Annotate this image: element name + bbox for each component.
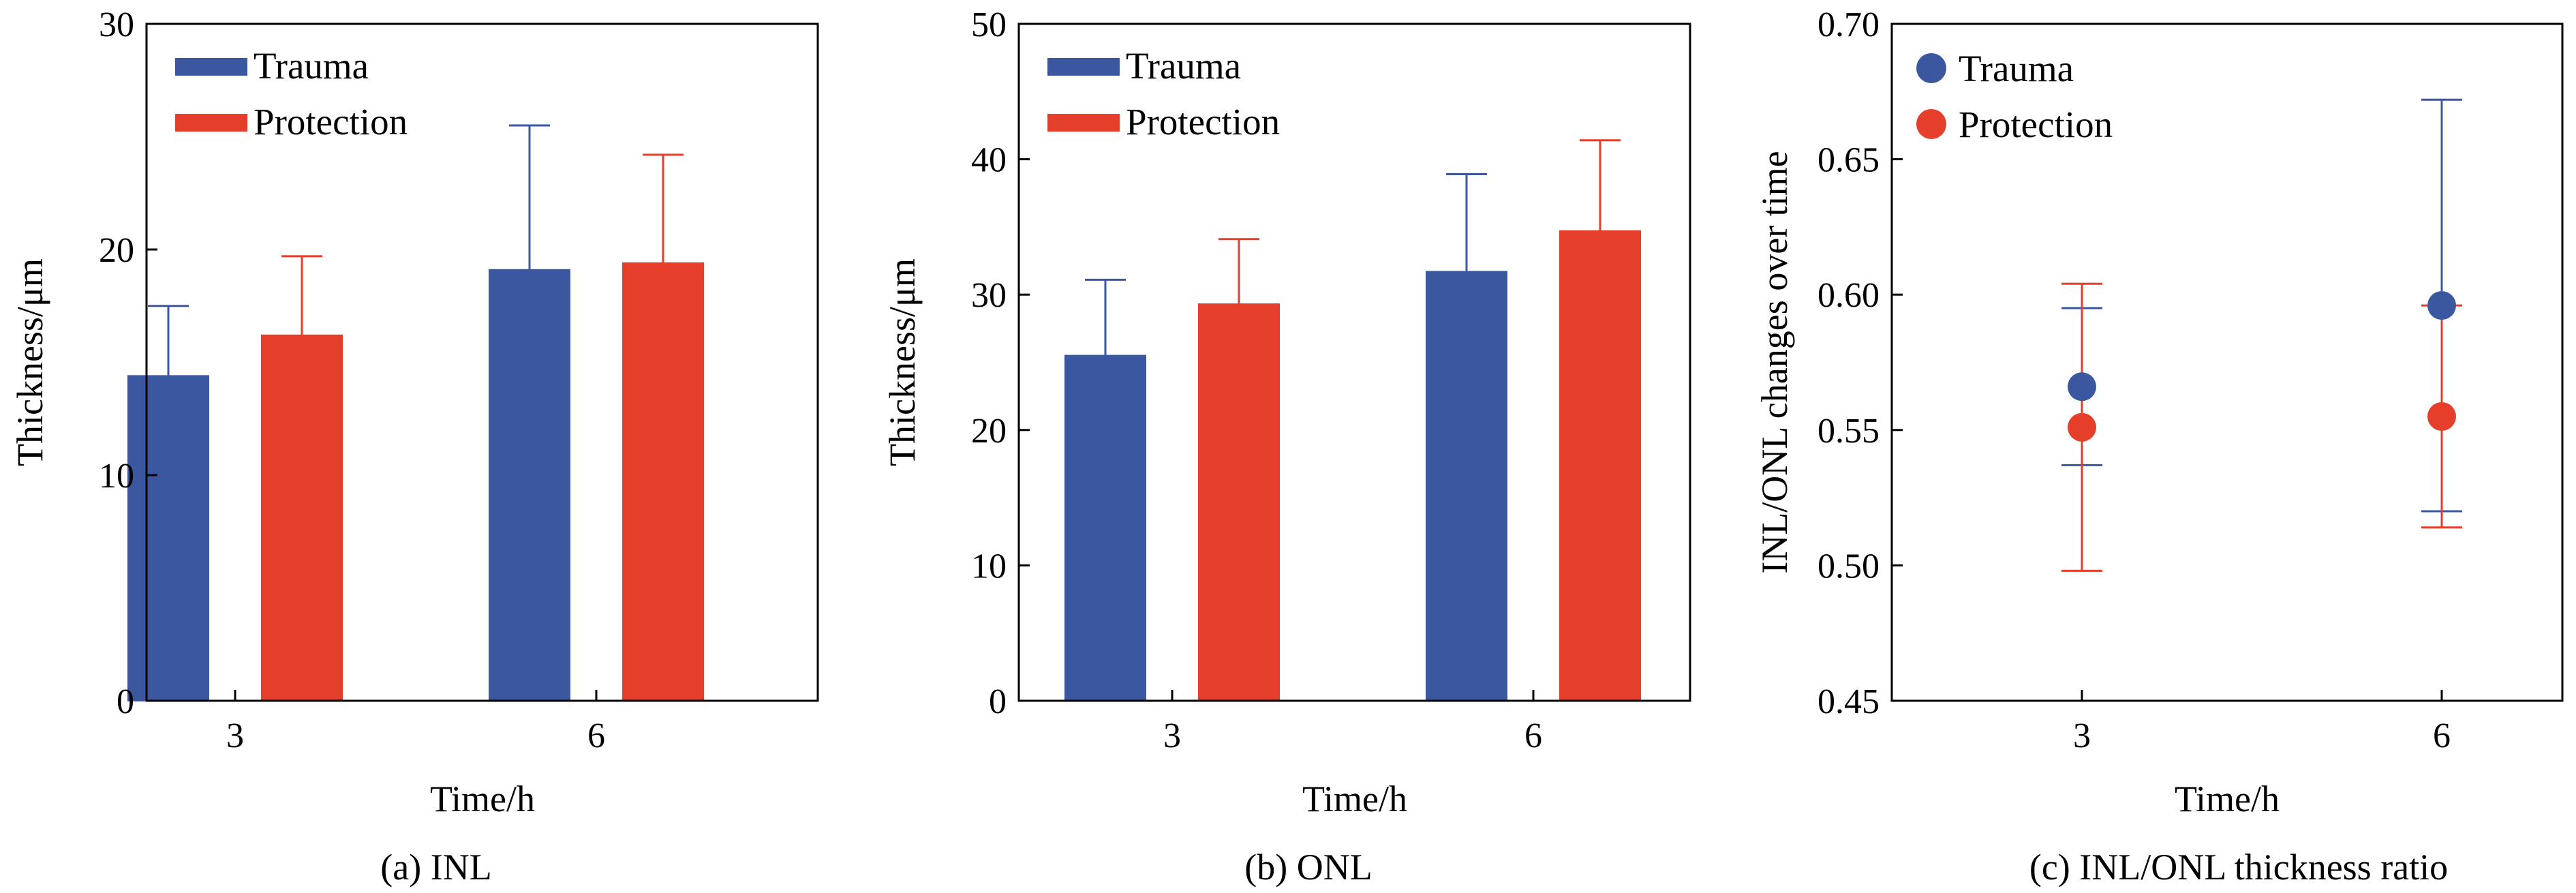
bar-protection-3h [261,334,343,701]
point-trauma-6h [2427,291,2456,320]
chart-1: 0 10 20 30 3 6 Time/h Thickness/μm Trauma Protect… [10,5,819,888]
legend-label-protection: Protection [1959,104,2113,145]
y-axis-label: Thickness/μm [10,258,50,466]
x-axis-label: Time/h [2175,778,2280,819]
chart-2: 0 10 20 30 40 50 3 6 Time/h Thickness/μm Trauma Pro… [882,5,1691,888]
y-tick-label: 0.70 [1818,5,1880,44]
plot-frame [1890,22,2564,702]
y-tick-label: 30 [99,5,134,44]
bar-trauma-3h [1064,354,1146,701]
x-tick-label: 6 [1524,716,1542,755]
y-tick-label: 0.60 [1818,276,1880,315]
y-tick-label: 10 [971,547,1007,586]
bar-protection-6h [1559,230,1641,702]
bar-trauma-6h [489,269,570,702]
y-axis-label: INL/ONL changes over time [1754,151,1795,573]
y-tick-label: 0.65 [1818,141,1880,180]
plot-frame [145,22,819,702]
legend-marker-protection [1916,109,1946,139]
y-axis-label: Thickness/μm [882,258,923,466]
bar-protection-3h [1198,303,1280,701]
y-tick-label: 40 [971,141,1007,180]
x-tick-label: 3 [2073,716,2091,755]
legend-swatch-protection [175,114,247,132]
y-tick-label: 0.50 [1818,547,1880,586]
chart-3: 0.45 0.50 0.55 0.60 0.65 0.70 3 6 Time/h INL/ONL … [1754,5,2564,888]
y-tick-label: 30 [971,276,1007,315]
x-tick-label: 3 [1163,716,1181,755]
legend-marker-trauma [1916,53,1946,83]
point-trauma-3h [2068,372,2096,402]
point-protection-6h [2427,402,2456,431]
bar-trauma-6h [1426,271,1507,701]
legend-swatch-protection [1047,114,1120,132]
chart-caption: (c) INL/ONL thickness ratio [2029,847,2448,888]
y-tick-label: 0.55 [1818,412,1880,451]
legend-label-trauma: Trauma [254,45,369,87]
bar-protection-6h [622,262,704,701]
chart-caption: (a) INL [380,847,491,888]
x-axis-label: Time/h [1302,778,1407,819]
legend-label-protection: Protection [1126,101,1280,142]
y-tick-label: 20 [971,412,1007,451]
y-tick-label: 50 [971,5,1007,44]
plot-frame [1017,22,1691,702]
y-tick-label: 0 [989,682,1007,721]
point-protection-3h [2068,412,2096,442]
legend-label-protection: Protection [254,101,408,142]
y-tick-label: 20 [99,231,134,270]
bar-trauma-3h [127,375,209,701]
x-tick-label: 6 [587,716,605,755]
legend-swatch-trauma [175,58,247,76]
legend-swatch-trauma [1047,58,1120,76]
x-tick-label: 3 [226,716,244,755]
y-tick-label: 10 [99,457,134,496]
chart-caption: (b) ONL [1244,847,1372,888]
y-tick-label: 0 [117,682,134,721]
legend-label-trauma: Trauma [1959,48,2074,89]
x-tick-label: 6 [2433,716,2451,755]
legend-label-trauma: Trauma [1126,45,1241,87]
x-axis-label: Time/h [430,778,535,819]
y-tick-label: 0.45 [1818,682,1880,721]
